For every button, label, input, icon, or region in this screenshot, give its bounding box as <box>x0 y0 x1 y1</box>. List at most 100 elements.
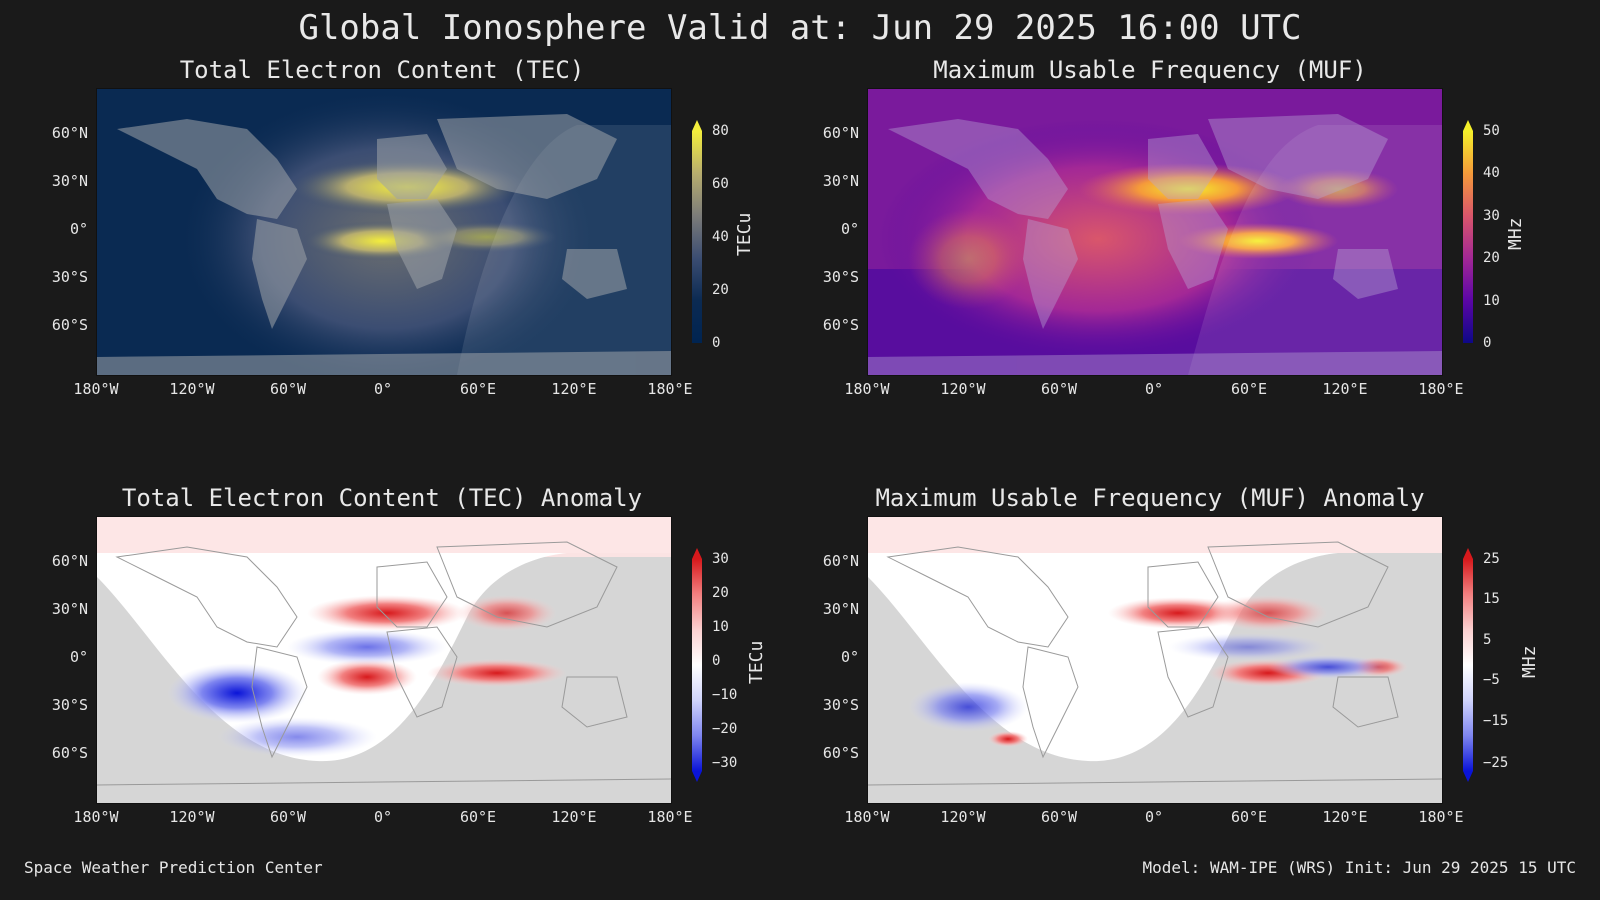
lon-tick: 60°E <box>459 808 497 826</box>
colorbar-tick: 20 <box>1483 250 1500 266</box>
lon-tick: 180°W <box>844 808 890 826</box>
lat-tick: 60°S <box>822 744 859 762</box>
colorbar-extend-max <box>692 548 702 559</box>
continents-muf <box>868 114 1442 375</box>
colorbar-label-tec: TECu <box>734 212 755 256</box>
panel-title-tec: Total Electron Content (TEC) <box>179 56 585 84</box>
colorbar-extend-max <box>692 120 702 131</box>
colorbar-tick: 10 <box>1483 293 1500 309</box>
lon-tick: 180°E <box>1418 380 1464 398</box>
lon-tick: 120°W <box>169 808 215 826</box>
colorbar-tick: 25 <box>1483 551 1500 567</box>
lon-tick: 60°W <box>1040 380 1078 398</box>
colorbar-tick: 60 <box>712 176 729 192</box>
map-tec-svg <box>97 89 671 375</box>
lat-tick: 30°S <box>822 696 859 714</box>
colorbar-tick: −15 <box>1483 713 1509 729</box>
lon-tick: 0° <box>373 808 393 826</box>
lat-tick: 30°N <box>51 600 88 618</box>
lat-tick: 0° <box>840 648 859 666</box>
continents-tec-anomaly <box>97 541 671 786</box>
lon-tick: 180°W <box>844 380 890 398</box>
lat-tick: 30°N <box>51 172 88 190</box>
colorbar-tick: 10 <box>712 619 729 635</box>
lon-tick: 180°W <box>73 380 119 398</box>
colorbar-muf <box>1463 120 1473 343</box>
map-muf-anomaly <box>867 516 1443 804</box>
colorbar-label-tec-anomaly: TECu <box>746 640 767 684</box>
colorbar-label-muf-anomaly: MHz <box>1519 645 1540 678</box>
map-tec-anomaly-svg <box>97 517 671 803</box>
lon-tick: 180°E <box>1418 808 1464 826</box>
colorbar-tick: 40 <box>1483 165 1500 181</box>
panel-title-muf: Maximum Usable Frequency (MUF) <box>933 56 1367 84</box>
lat-tick: 60°N <box>822 124 859 142</box>
lat-tick: 30°S <box>822 268 859 286</box>
lon-tick: 120°E <box>1322 380 1368 398</box>
panel-title-muf-anomaly: Maximum Usable Frequency (MUF) Anomaly <box>875 484 1425 512</box>
lat-tick: 30°N <box>822 600 859 618</box>
lon-tick: 60°W <box>1040 808 1078 826</box>
lon-tick: 180°E <box>647 808 693 826</box>
lat-tick: 60°S <box>51 316 88 334</box>
colorbar-tick: 20 <box>712 282 729 298</box>
lat-tick: 0° <box>69 648 88 666</box>
footer-model-info: Model: WAM-IPE (WRS) Init: Jun 29 2025 1… <box>1142 858 1576 877</box>
map-muf-anomaly-svg <box>868 517 1442 803</box>
lat-tick: 60°S <box>822 316 859 334</box>
night-shade-tec <box>457 125 671 375</box>
lon-tick: 60°E <box>459 380 497 398</box>
colorbar-extend-max <box>1463 548 1473 559</box>
muf-crest-north <box>1078 163 1298 215</box>
lat-tick: 60°S <box>51 744 88 762</box>
lon-tick: 60°E <box>1230 808 1268 826</box>
map-tec-anomaly <box>96 516 672 804</box>
lon-tick: 60°W <box>269 380 307 398</box>
lon-tick: 0° <box>373 380 393 398</box>
continents-muf-anomaly <box>868 541 1442 786</box>
map-tec <box>96 88 672 376</box>
lon-tick: 120°W <box>940 380 986 398</box>
colorbar-tick: −10 <box>712 687 738 703</box>
panel-title-tec-anomaly: Total Electron Content (TEC) Anomaly <box>121 484 643 512</box>
lat-tick: 0° <box>840 220 859 238</box>
lat-tick: 30°S <box>51 696 88 714</box>
colorbar-muf-anomaly <box>1463 548 1473 782</box>
colorbar-extend-max <box>1463 120 1473 131</box>
colorbar-tick: −20 <box>712 721 738 737</box>
colorbar-tick: 15 <box>1483 591 1500 607</box>
colorbar-tick: −30 <box>712 755 738 771</box>
colorbar-tick: 30 <box>712 551 729 567</box>
lat-tick: 60°N <box>822 552 859 570</box>
colorbar-tick: −25 <box>1483 755 1509 771</box>
lon-tick: 120°E <box>551 808 597 826</box>
colorbar-tick: 80 <box>712 123 729 139</box>
lat-tick: 30°N <box>822 172 859 190</box>
lon-tick: 120°W <box>169 380 215 398</box>
footer-credit: Space Weather Prediction Center <box>24 858 323 877</box>
colorbar-tick: 0 <box>712 653 721 669</box>
lat-tick: 30°S <box>51 268 88 286</box>
night-shade-muf <box>1188 125 1442 375</box>
lon-tick: 120°W <box>940 808 986 826</box>
map-muf <box>867 88 1443 376</box>
colorbar-extend-min <box>1463 771 1473 782</box>
lon-tick: 120°E <box>551 380 597 398</box>
continents-tec <box>97 114 671 375</box>
lat-tick: 0° <box>69 220 88 238</box>
lat-tick: 60°N <box>51 124 88 142</box>
colorbar-tick: 50 <box>1483 123 1500 139</box>
muf-crest-south <box>1178 223 1338 259</box>
lon-tick: 0° <box>1144 808 1164 826</box>
lon-tick: 120°E <box>1322 808 1368 826</box>
lon-tick: 180°W <box>73 808 119 826</box>
lon-tick: 180°E <box>647 380 693 398</box>
lon-tick: 60°E <box>1230 380 1268 398</box>
map-muf-svg <box>868 89 1442 375</box>
colorbar-tick: −5 <box>1483 672 1500 688</box>
colorbar-extend-min <box>692 771 702 782</box>
colorbar-tick: 40 <box>712 229 729 245</box>
colorbar-tick: 20 <box>712 585 729 601</box>
colorbar-tick: 0 <box>712 335 721 351</box>
lon-tick: 60°W <box>269 808 307 826</box>
